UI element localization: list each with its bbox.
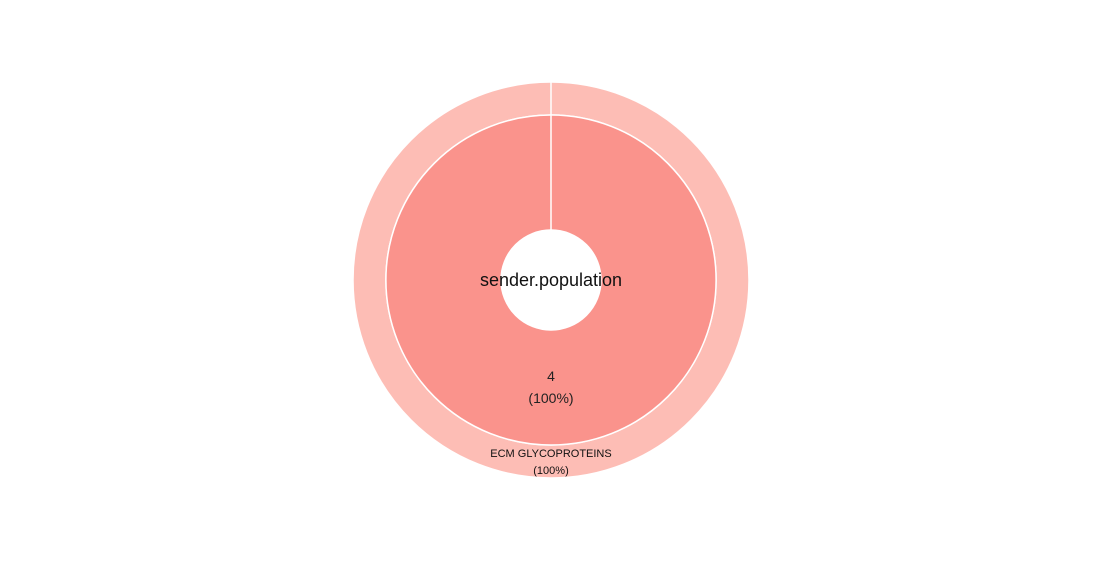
outer-slice-percent-label: (100%) [533, 465, 568, 477]
center-hole [501, 230, 601, 330]
inner-slice-value-label: 4 [547, 368, 555, 384]
inner-slice-percent-label: (100%) [528, 390, 573, 406]
center-label: sender.population [480, 270, 622, 290]
outer-slice-name-label: ECM GLYCOPROTEINS [490, 448, 611, 460]
